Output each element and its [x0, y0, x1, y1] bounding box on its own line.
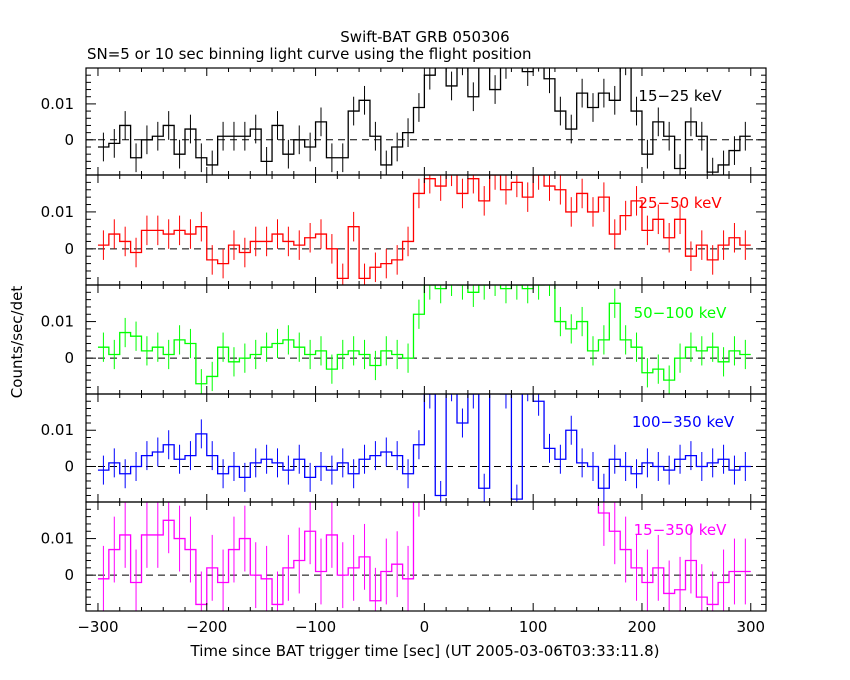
y-tick-label: 0	[64, 349, 74, 367]
y-axis-label: Counts/sec/det	[8, 286, 26, 399]
series-5-step-line	[97, 502, 751, 606]
panel-3: 0 0.01 50−100 keV	[41, 284, 767, 395]
panel-5: 0 0.01 15−350 keV	[41, 501, 767, 612]
x-tick-label: −100	[295, 618, 336, 636]
x-axis-label: Time since BAT trigger time [sec] (UT 20…	[190, 642, 660, 660]
y-tick-label: 0.01	[41, 95, 74, 113]
y-tick-label: 0	[64, 566, 74, 584]
panel-label-1: 15−25 keV	[638, 87, 722, 105]
panel-label-2: 25−50 keV	[638, 194, 722, 212]
y-tick-label: 0	[64, 240, 74, 258]
panel-label-4: 100−350 keV	[632, 413, 735, 431]
series-2-step-line	[97, 175, 751, 280]
chart-title: Swift-BAT GRB 050306	[340, 28, 509, 46]
panel-2: 0 0.01 25−50 keV	[41, 174, 767, 286]
data-group	[97, 68, 751, 175]
panel-frame	[85, 501, 767, 612]
x-tick-label: 300	[736, 618, 765, 636]
panel-frame	[85, 393, 767, 503]
y-tick-label: 0	[64, 131, 74, 149]
x-tick-label: 100	[519, 618, 548, 636]
x-tick-label: −300	[77, 618, 118, 636]
y-tick-label: 0.01	[41, 203, 74, 221]
y-tick-label: 0.01	[41, 421, 74, 439]
panel-label-5: 15−350 keV	[634, 521, 727, 539]
x-tick-label: 200	[628, 618, 657, 636]
series-3-step-line	[97, 285, 751, 385]
y-tick-label: 0.01	[41, 313, 74, 331]
panel-1: 0 0.01 15−25 keV	[41, 67, 767, 176]
x-tick-label: −200	[186, 618, 227, 636]
y-tick-label: 0.01	[41, 530, 74, 548]
data-group	[97, 175, 751, 285]
data-group	[97, 394, 751, 502]
series-4-step-line	[97, 394, 751, 500]
panel-label-3: 50−100 keV	[634, 304, 727, 322]
y-tick-label: 0	[64, 457, 74, 475]
chart-subtitle: SN=5 or 10 sec binning light curve using…	[87, 45, 532, 63]
x-tick-label: 0	[420, 618, 430, 636]
data-group	[97, 502, 751, 611]
panel-4: 0 0.01 100−350 keV	[41, 393, 767, 503]
series-1-step-line	[97, 68, 751, 173]
